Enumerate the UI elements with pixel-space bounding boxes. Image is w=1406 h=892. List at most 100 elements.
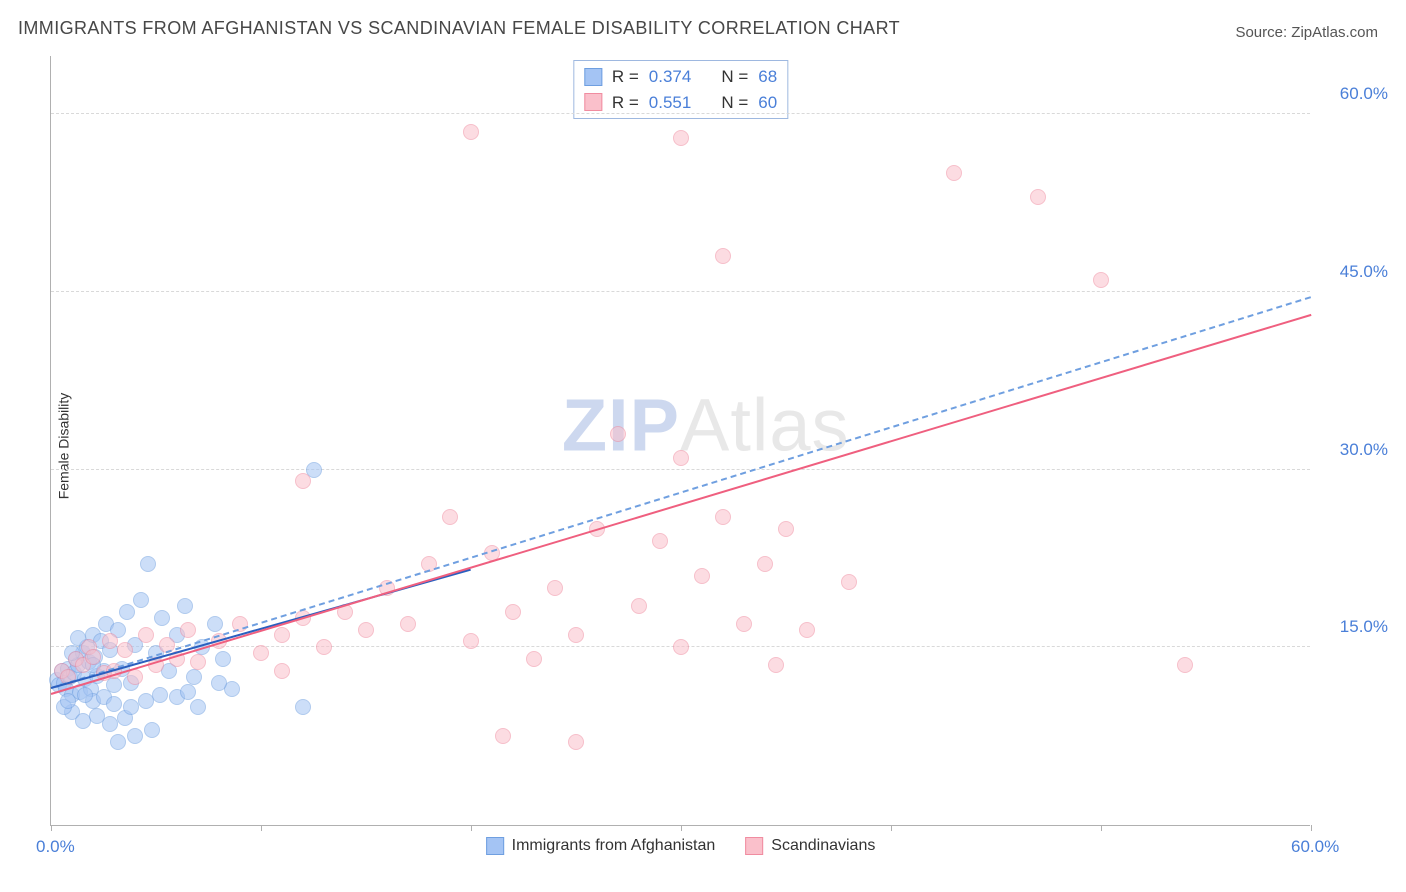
data-point (140, 556, 156, 572)
data-point (119, 604, 135, 620)
legend-stat-row: R = 0.374 N = 68 (584, 64, 777, 90)
legend-r-value: 0.374 (649, 64, 692, 90)
x-tick (891, 825, 892, 831)
legend-r-label: R = (612, 90, 639, 116)
data-point (358, 622, 374, 638)
legend-series-item: Immigrants from Afghanistan (486, 837, 716, 855)
data-point (715, 509, 731, 525)
data-point (274, 627, 290, 643)
legend-series-item: Scandinavians (745, 837, 875, 855)
data-point (694, 568, 710, 584)
gridline (51, 113, 1310, 114)
x-tick (471, 825, 472, 831)
data-point (207, 616, 223, 632)
legend-swatch (486, 837, 504, 855)
data-point (60, 693, 76, 709)
data-point (1030, 189, 1046, 205)
data-point (946, 165, 962, 181)
data-point (316, 639, 332, 655)
data-point (442, 509, 458, 525)
data-point (152, 687, 168, 703)
legend-r-value: 0.551 (649, 90, 692, 116)
x-tick (1101, 825, 1102, 831)
data-point (673, 639, 689, 655)
x-tick (261, 825, 262, 831)
data-point (110, 734, 126, 750)
data-point (547, 580, 563, 596)
data-point (77, 687, 93, 703)
legend-series: Immigrants from Afghanistan Scandinavians (486, 837, 876, 855)
data-point (495, 728, 511, 744)
trend-line (51, 296, 1312, 689)
data-point (652, 533, 668, 549)
legend-n-value: 68 (758, 64, 777, 90)
data-point (75, 713, 91, 729)
legend-r-label: R = (612, 64, 639, 90)
data-point (799, 622, 815, 638)
scatter-plot: ZIPAtlas R =0.374N =68R =0.551N =60 Immi… (50, 56, 1310, 826)
legend-swatch (584, 68, 602, 86)
data-point (274, 663, 290, 679)
data-point (505, 604, 521, 620)
data-point (190, 699, 206, 715)
x-tick (681, 825, 682, 831)
legend-stat-row: R = 0.551 N = 60 (584, 90, 777, 116)
data-point (253, 645, 269, 661)
y-tick-label: 60.0% (1340, 84, 1388, 104)
data-point (211, 675, 227, 691)
data-point (102, 633, 118, 649)
x-tick-label: 60.0% (1291, 837, 1339, 857)
data-point (610, 426, 626, 442)
legend-stats: R = 0.374 N = 68 R = 0.551 N = 60 (573, 60, 788, 119)
data-point (186, 669, 202, 685)
data-point (127, 728, 143, 744)
data-point (295, 699, 311, 715)
data-point (295, 473, 311, 489)
data-point (778, 521, 794, 537)
watermark: ZIPAtlas (562, 383, 850, 468)
legend-series-label: Immigrants from Afghanistan (512, 837, 716, 855)
y-tick-label: 15.0% (1340, 617, 1388, 637)
data-point (1093, 272, 1109, 288)
data-point (715, 248, 731, 264)
legend-n-label: N = (721, 90, 748, 116)
x-tick-label: 0.0% (36, 837, 75, 857)
data-point (85, 649, 101, 665)
data-point (526, 651, 542, 667)
data-point (757, 556, 773, 572)
source-label: Source: ZipAtlas.com (1235, 24, 1378, 41)
data-point (102, 716, 118, 732)
trend-line (51, 314, 1312, 695)
data-point (736, 616, 752, 632)
data-point (841, 574, 857, 590)
data-point (138, 627, 154, 643)
data-point (768, 657, 784, 673)
legend-series-label: Scandinavians (771, 837, 875, 855)
data-point (673, 450, 689, 466)
x-tick (1311, 825, 1312, 831)
data-point (177, 598, 193, 614)
y-tick-label: 30.0% (1340, 440, 1388, 460)
data-point (631, 598, 647, 614)
data-point (673, 130, 689, 146)
data-point (568, 627, 584, 643)
data-point (215, 651, 231, 667)
chart-title: IMMIGRANTS FROM AFGHANISTAN VS SCANDINAV… (18, 18, 900, 39)
data-point (106, 696, 122, 712)
gridline (51, 469, 1310, 470)
data-point (463, 633, 479, 649)
x-tick (51, 825, 52, 831)
legend-swatch (745, 837, 763, 855)
data-point (1177, 657, 1193, 673)
data-point (568, 734, 584, 750)
legend-n-value: 60 (758, 90, 777, 116)
data-point (180, 684, 196, 700)
data-point (117, 642, 133, 658)
data-point (138, 693, 154, 709)
data-point (144, 722, 160, 738)
data-point (400, 616, 416, 632)
legend-n-label: N = (721, 64, 748, 90)
data-point (133, 592, 149, 608)
data-point (463, 124, 479, 140)
data-point (123, 699, 139, 715)
